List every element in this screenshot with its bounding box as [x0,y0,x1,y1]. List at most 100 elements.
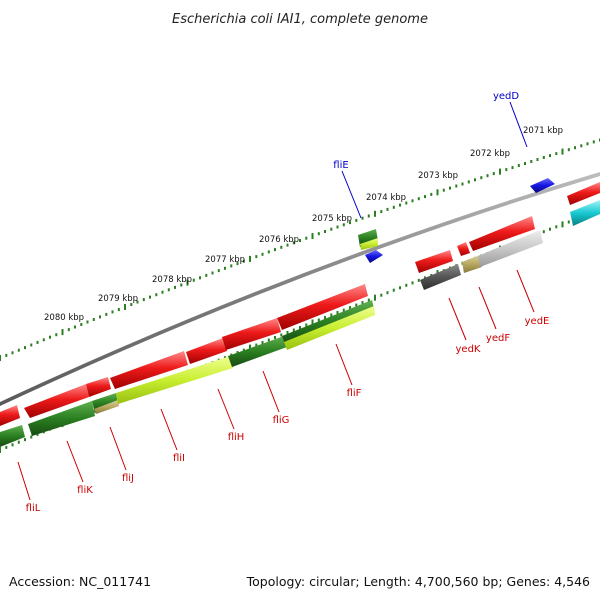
gene-cds-5[interactable] [186,338,227,364]
gene-cds-10[interactable] [469,216,535,251]
ruler-outer-tick [230,264,233,268]
accession-label: Accession: NC_011741 [9,574,152,589]
ruler-outer-tick [349,221,351,225]
gene-yedD[interactable] [530,178,555,193]
ruler-outer-tick [324,230,326,233]
label-yedD[interactable]: yedD [493,91,519,102]
gene-cds-8[interactable] [415,250,453,273]
label-yedE[interactable]: yedE [525,316,550,327]
gene-fliJ[interactable] [94,400,119,414]
ruler-inner-tick [5,445,8,449]
ruler-inner-tick [411,281,414,285]
ruler-inner-tick [286,331,289,334]
ruler-label-2077: 2077 kbp [205,255,245,265]
ruler-outer-tick [242,259,245,263]
ruler-outer-tick [442,188,445,192]
ruler-outer-tick [74,325,76,329]
ruler-outer-tick [530,160,533,163]
ruler-inner-tick [555,225,558,229]
ruler-inner-tick [305,323,308,327]
gene-fliG[interactable] [282,300,374,344]
ruler-inner-tick [17,440,20,444]
ruler-label-2071: 2071 kbp [523,126,563,136]
label-fliF[interactable]: fliF [347,388,362,399]
ruler-inner-tick [249,344,251,351]
ruler-outer-tick [405,201,408,205]
ruler-inner-tick [24,438,26,442]
label-fliE[interactable]: fliE [333,160,348,171]
ruler-outer-tick [17,348,20,352]
ruler-inner-tick [30,435,33,439]
map-title: Escherichia coli IAI1, complete genome [172,12,428,27]
gene-fliE-rev-light[interactable] [360,238,378,250]
ruler-inner-tick [267,338,270,342]
label-yedK[interactable]: yedK [456,344,481,355]
ruler-outer-tick [149,295,151,299]
ruler-outer-tick [542,156,545,159]
label-fliK[interactable]: fliK [77,485,93,496]
gene-cds-7[interactable] [277,284,368,330]
ruler-inner-tick [261,341,264,344]
gene-fliE[interactable] [365,250,383,263]
gene-cyan-forward[interactable] [570,200,600,226]
ruler-outer-tick [92,318,95,321]
ruler-outer-tick [111,310,114,314]
ruler-outer-tick [511,166,514,170]
ruler-inner-tick [417,278,420,282]
ruler-outer-tick [67,328,70,332]
ruler-outer-tick [49,335,51,339]
gene-fliI[interactable] [116,356,233,404]
gene-cds-1[interactable] [0,405,20,426]
gene-fliF[interactable] [284,306,375,350]
label-yedF[interactable]: yedF [486,333,510,344]
gene-yedE[interactable] [478,230,543,267]
ruler-outer-tick [486,174,489,178]
leader-yedK [448,297,467,341]
ruler-inner-tick [355,303,358,307]
ruler-outer-tick [317,232,320,236]
gene-fliK[interactable] [28,401,95,436]
gene-cds-4[interactable] [110,351,188,389]
ruler-outer-tick [280,245,283,249]
ruler-label-2078: 2078 kbp [152,275,192,285]
label-fliH[interactable]: fliH [228,432,245,443]
gene-fliH[interactable] [228,336,287,367]
gene-cds-3[interactable] [86,377,111,397]
ruler-inner-tick [11,443,14,447]
ruler-outer-tick [130,303,133,306]
label-fliG[interactable]: fliG [273,415,290,426]
label-fliJ[interactable]: fliJ [122,473,134,484]
ruler-outer-tick [374,210,376,217]
ruler-outer-tick [24,346,26,350]
ruler-inner-tick [380,293,383,297]
ruler-inner-tick [336,311,339,314]
label-fliI[interactable]: fliI [173,453,185,464]
ruler-outer-tick [424,195,426,199]
forward-strand [365,178,600,263]
gene-cds-forward-1[interactable] [567,182,600,205]
ruler-outer-tick [5,353,8,357]
ruler-labels: 2080 kbp 2079 kbp 2078 kbp 2077 kbp 2076… [44,126,563,323]
ruler-inner-tick [349,306,351,310]
gene-fliL[interactable] [0,425,25,447]
ruler-outer-tick [586,142,589,146]
leader-fliJ [109,426,127,471]
ruler-outer-tick [292,241,295,245]
ruler-outer-tick [455,184,458,188]
gene-yedF[interactable] [462,255,482,273]
gene-cds-9[interactable] [457,242,470,256]
ruler-inner-tick [392,288,395,292]
gene-cds-2[interactable] [24,384,89,418]
ruler-outer-tick [186,279,189,286]
leader-yedF [478,286,497,330]
gene-cds-6[interactable] [222,318,281,350]
ruler-outer-tick [255,255,258,259]
ruler-outer-tick [236,262,239,266]
chromosome-backbone [0,172,600,406]
ruler-outer-tick [99,315,101,319]
ruler-inner-tick [386,291,389,295]
label-fliL[interactable]: fliL [26,503,41,514]
leader-fliK [66,440,84,483]
gene-yedK[interactable] [420,264,461,290]
ruler-outer-tick [592,140,595,144]
